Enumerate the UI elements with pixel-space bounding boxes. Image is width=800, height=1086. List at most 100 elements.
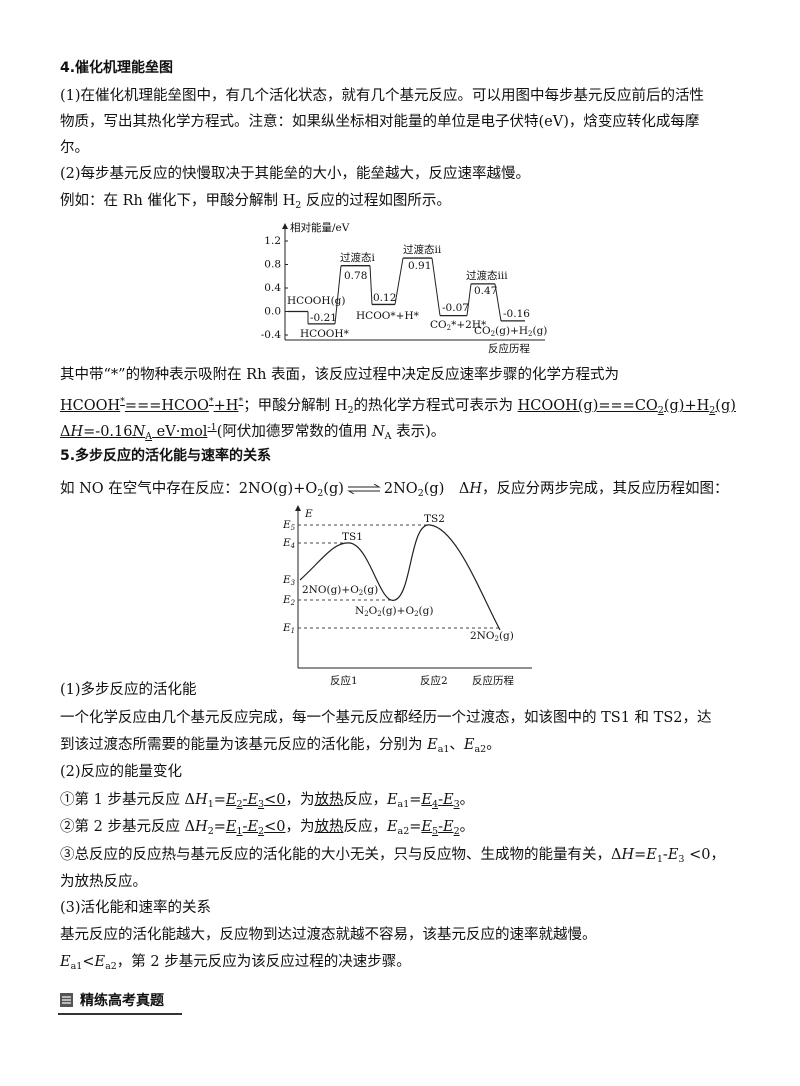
text-run: 2 — [417, 488, 424, 499]
text-run: 反应， — [343, 792, 387, 808]
text-run: E — [421, 792, 433, 808]
level-label: E2 — [282, 594, 296, 607]
text-run: HCOO*+H* — [356, 310, 420, 322]
text-run: = — [409, 792, 422, 808]
text-run: CO — [430, 319, 447, 331]
text-run: a1 — [397, 799, 410, 810]
text-run: 2 — [359, 589, 363, 597]
text-run: N — [132, 424, 146, 440]
level-value: 0.47 — [474, 285, 497, 297]
text-run: 5 — [291, 524, 296, 532]
text-run: (g) — [423, 481, 459, 497]
level-label: E4 — [282, 537, 295, 550]
connector — [494, 283, 502, 321]
text-run: 1 — [291, 627, 295, 635]
text-run: 2 — [258, 826, 265, 837]
peak-label: TS1 — [342, 531, 363, 543]
text-run: ；甲酸分解制 H — [243, 398, 348, 414]
text-run: - — [662, 847, 668, 863]
text-line: 例如：在 Rh 催化下，甲酸分解制 H2 反应的过程如图所示。 — [60, 191, 451, 211]
text-run: -1 — [207, 422, 217, 433]
text-run: <0 — [264, 792, 286, 808]
axis-label: E — [304, 508, 313, 520]
guides — [298, 524, 500, 629]
text-run: N — [371, 424, 385, 440]
text-run: *+2H* — [451, 319, 487, 331]
text-run: E — [421, 819, 433, 835]
text-run: ===HCOO — [124, 398, 209, 414]
x-label: 反应历程 — [472, 674, 514, 687]
text-run: 1 — [236, 826, 243, 837]
text-run: 反应的过程如图所示。 — [301, 193, 451, 209]
x-label: 反应2 — [420, 674, 448, 687]
text-run: * — [238, 396, 244, 407]
text-run: 例如：在 Rh 催化下，甲酸分解制 H — [60, 193, 296, 209]
text-run: A — [145, 431, 153, 442]
text-run: E — [225, 792, 237, 808]
text-run: E — [667, 847, 679, 863]
text-run: A — [384, 431, 392, 442]
text-run: O — [369, 605, 378, 617]
text-run: <0 — [264, 819, 286, 835]
text-line: 其中带“*”的物种表示吸附在 Rh 表面，该反应过程中决定反应速率步骤的化学方程… — [60, 365, 619, 385]
level-value: 0.12 — [373, 292, 396, 304]
text-run: - — [438, 792, 443, 808]
text-run: (g)+H — [663, 398, 710, 414]
text-run: = — [409, 819, 422, 835]
text-run: HCOOH* — [300, 328, 350, 340]
text-run: 2 — [317, 488, 324, 499]
text-run: 如 NO 在空气中存在反应：2NO(g)+O — [60, 481, 318, 497]
text-run: (g)+O — [382, 605, 415, 617]
text-run: 基元反应的活化能越大，反应物到达过渡态就越不容易，该基元反应的速率就越慢。 — [60, 927, 597, 943]
text-run: - — [242, 819, 248, 835]
text-run: E — [427, 737, 438, 753]
level-label: E1 — [282, 622, 295, 635]
text-run: (g) — [323, 481, 344, 497]
text-run: 3 — [258, 799, 265, 810]
text-line: HCOOH*===HCOO*+H*；甲酸分解制 H2的热化学方程式可表示为 HC… — [60, 392, 736, 416]
text-run: = — [634, 847, 647, 863]
text-run: ，反应分两步完成，其反应历程如图： — [482, 481, 729, 497]
text-line: 基元反应的活化能越大，反应物到达过渡态就越不容易，该基元反应的速率就越慢。 — [60, 925, 597, 945]
text-run: E — [386, 792, 398, 808]
text-run: <0， — [684, 847, 725, 863]
text-run: 2NO(g)+O — [302, 584, 359, 596]
y-tick-label: 1.2 — [264, 235, 281, 247]
level-name: HCOOH(g) — [287, 295, 345, 307]
text-run: ①第 1 步基元反应 Δ — [60, 792, 196, 808]
text-run: ，第 2 步基元反应为该反应过程的决速步骤。 — [116, 954, 411, 970]
text-run: - — [242, 792, 248, 808]
text-run: a2 — [397, 826, 410, 837]
text-line: 如 NO 在空气中存在反应：2NO(g)+O2(g) 2NO2(g) ΔH，反应分… — [60, 479, 729, 499]
text-run: E — [282, 594, 291, 606]
text-run: 2 — [528, 330, 532, 338]
text-run: 放热 — [314, 819, 344, 835]
text-run: E — [60, 954, 71, 970]
text-run: = — [213, 819, 226, 835]
text-run: 2NO — [383, 481, 418, 497]
level-name: 过渡态i — [340, 251, 375, 264]
connector — [369, 265, 373, 305]
text-run: 1 — [656, 854, 663, 865]
text-run: a2 — [474, 744, 487, 755]
text-line: 到该过渡态所需要的能量为该基元反应的活化能，分别为 Ea1、Ea2。 — [60, 735, 501, 755]
heading: 4.催化机理能垒图 — [60, 58, 173, 78]
text-run: = — [213, 792, 226, 808]
text-run: =-0.16 — [83, 424, 133, 440]
y-tick-label: -0.4 — [261, 329, 282, 341]
text-run: 。 — [459, 792, 475, 808]
text-run: 2 — [491, 330, 495, 338]
text-run: (1)在催化机理能垒图中，有几个活化状态，就有几个基元反应。可以用图中每步基元反… — [60, 88, 705, 104]
text-run: (g)+H — [495, 325, 528, 337]
text-run: HCOOH(g) — [287, 295, 345, 307]
text-line: Ea1<Ea2，第 2 步基元反应为该反应过程的决速步骤。 — [60, 952, 411, 972]
text-run: ，为 — [285, 819, 315, 835]
text-run: E — [94, 954, 106, 970]
connector — [394, 257, 404, 305]
y-tick-label: 0.0 — [264, 306, 281, 318]
text-line: 一个化学反应由几个基元反应完成，每一个基元反应都经历一个过渡态，如该图中的 TS… — [60, 708, 711, 728]
text-run: ②第 2 步基元反应 Δ — [60, 819, 196, 835]
text-run: a1 — [437, 744, 450, 755]
